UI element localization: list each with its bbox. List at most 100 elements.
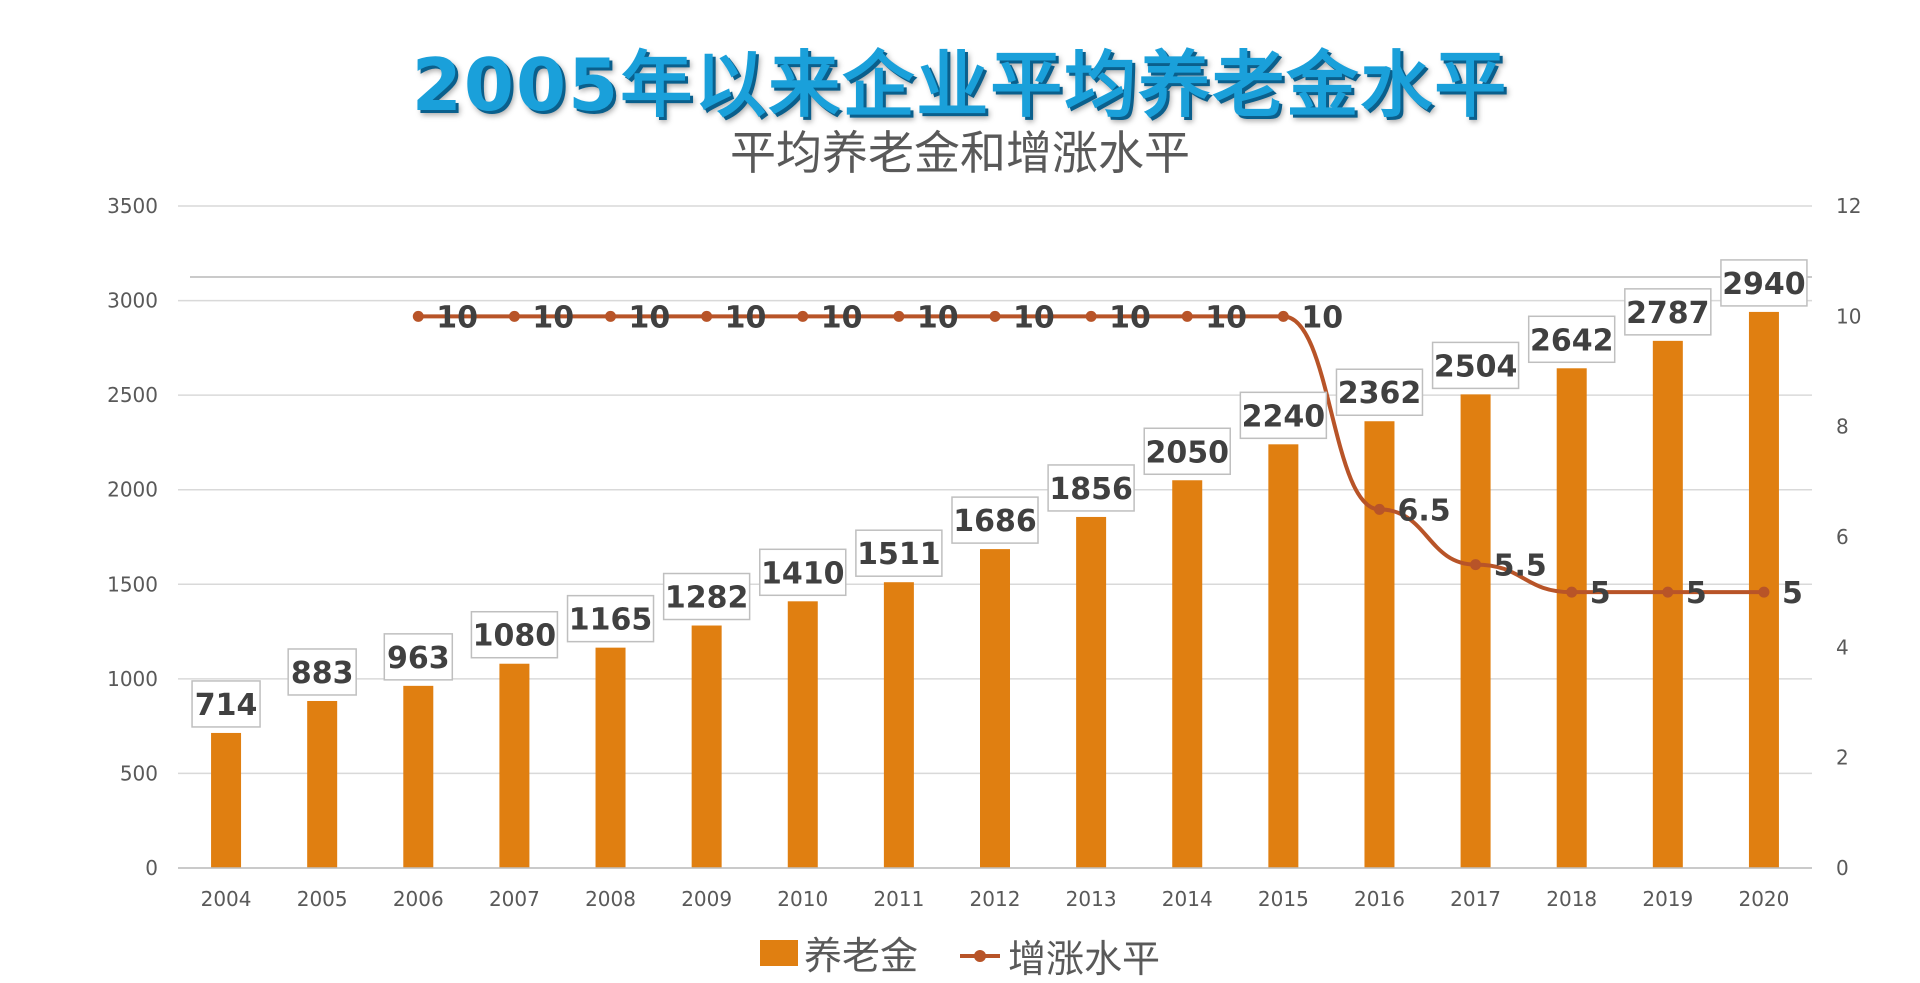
left-axis-tick-label: 3000: [107, 289, 158, 313]
line-point[interactable]: [605, 310, 617, 322]
right-axis-tick-label: 0: [1836, 856, 1849, 880]
line-point[interactable]: [508, 310, 520, 322]
x-axis-tick-label: 2013: [1066, 887, 1117, 911]
legend: 养老金 增涨水平: [0, 925, 1920, 983]
bar-value-label: 1856: [1049, 472, 1133, 507]
line-value-label: 10: [725, 300, 767, 335]
chart-subtitle: 平均养老金和增涨水平: [730, 126, 1190, 180]
right-axis-tick-label: 12: [1836, 194, 1861, 218]
x-axis-tick-label: 2006: [393, 887, 444, 911]
bar-value-label-box: [1047, 464, 1135, 512]
bar-value-label: 1282: [665, 581, 749, 616]
bar[interactable]: [595, 647, 626, 868]
line-value-label: 5: [1782, 576, 1803, 611]
left-axis-tick-label: 0: [145, 856, 158, 880]
line-point[interactable]: [1758, 586, 1770, 598]
line-point[interactable]: [1181, 310, 1193, 322]
left-axis-tick-label: 2500: [107, 383, 158, 407]
line-point[interactable]: [1085, 310, 1097, 322]
bar[interactable]: [883, 582, 914, 868]
x-axis-tick-label: 2016: [1354, 887, 1405, 911]
data-labels: 714 883 963 1080 1165 1282 1410 1511 1686 1856 205…: [191, 259, 1808, 728]
x-axis-tick-label: 2017: [1450, 887, 1501, 911]
legend-line-label: 增涨水平: [1008, 937, 1161, 981]
x-axis-tick-label: 2005: [297, 887, 348, 911]
bar-value-label-box: [662, 572, 751, 621]
bar-value-label-box: [1527, 315, 1616, 364]
bar-value-label-box: [1335, 368, 1424, 416]
bar[interactable]: [1364, 421, 1395, 868]
line-value-label: 10: [1013, 300, 1055, 335]
line-series: [412, 310, 1770, 598]
line-point[interactable]: [989, 310, 1001, 322]
legend-item-bar[interactable]: 养老金: [759, 925, 918, 980]
line-value-label: 10: [1301, 300, 1343, 335]
line-path: [418, 314, 1764, 595]
line-value-label: 10: [532, 300, 574, 335]
bar-value-label: 2050: [1145, 435, 1229, 470]
bar[interactable]: [403, 685, 434, 868]
bar-value-label: 2504: [1434, 349, 1518, 384]
bar[interactable]: [980, 549, 1010, 868]
bar-value-label: 2362: [1338, 376, 1422, 411]
bar[interactable]: [787, 601, 818, 868]
bar-value-label: 2642: [1530, 323, 1614, 358]
line-point[interactable]: [797, 310, 809, 322]
bar[interactable]: [499, 663, 530, 868]
line-value-label: 5: [1590, 576, 1611, 611]
bar-value-label: 1410: [761, 556, 845, 591]
left-axis-tick-label: 2000: [107, 478, 158, 502]
right-axis-tick-label: 2: [1836, 746, 1849, 770]
x-axis-tick-label: 2018: [1546, 887, 1597, 911]
line-value-label: 5: [1686, 576, 1707, 611]
axes: 0 500 1000 1500 2000 2500 3000 3500 0 2 4 6 8 10 12 200…: [107, 194, 1861, 911]
bar[interactable]: [1172, 480, 1203, 868]
line-point[interactable]: [1566, 586, 1578, 598]
bar-value-label-box: [951, 496, 1039, 544]
left-axis-tick-label: 3500: [107, 194, 158, 218]
right-axis-tick-label: 6: [1836, 525, 1849, 549]
bar-value-label: 1080: [473, 619, 557, 654]
left-axis-tick-label: 500: [120, 761, 158, 785]
bar[interactable]: [691, 625, 722, 868]
left-axis-tick-label: 1500: [107, 572, 158, 596]
bar-value-label: 883: [291, 656, 354, 691]
bar[interactable]: [211, 732, 242, 868]
line-point[interactable]: [412, 310, 424, 322]
line-point[interactable]: [1470, 559, 1482, 571]
chart-title: 2005年以来企业平均养老金水平: [411, 43, 1509, 127]
right-axis-tick-label: 4: [1836, 635, 1849, 659]
bar[interactable]: [1076, 516, 1107, 868]
line-point[interactable]: [893, 310, 905, 322]
legend-bar-label: 养老金: [803, 934, 918, 978]
x-axis-tick-label: 2004: [201, 887, 252, 911]
bar[interactable]: [1556, 368, 1587, 868]
bar-value-label: 1511: [857, 537, 941, 572]
bar-value-label-box: [1143, 427, 1231, 476]
bar-value-label: 1165: [569, 603, 653, 638]
line-value-label: 6.5: [1397, 493, 1450, 528]
bar[interactable]: [307, 700, 338, 868]
legend-item-line[interactable]: 增涨水平: [958, 928, 1160, 983]
line-point[interactable]: [1662, 586, 1674, 598]
line-point[interactable]: [701, 310, 713, 322]
line-value-label: 10: [629, 300, 671, 335]
x-axis-tick-label: 2019: [1642, 887, 1693, 911]
bar-value-label: 714: [195, 688, 258, 723]
x-axis-tick-label: 2020: [1738, 887, 1789, 911]
bar[interactable]: [1460, 394, 1491, 868]
x-axis-tick-label: 2007: [489, 887, 540, 911]
x-axis-tick-label: 2008: [585, 887, 636, 911]
line-point[interactable]: [1277, 310, 1289, 322]
bar-value-label-box: [1239, 391, 1328, 440]
x-axis-tick-label: 2014: [1162, 887, 1213, 911]
bar-value-label: 2940: [1722, 267, 1806, 302]
bar-value-label-box: [383, 633, 454, 681]
left-axis-tick-label: 1000: [107, 667, 158, 691]
right-axis-tick-label: 10: [1836, 304, 1861, 328]
x-axis-tick-label: 2011: [873, 887, 924, 911]
bar[interactable]: [1268, 444, 1299, 868]
bar[interactable]: [1652, 340, 1683, 868]
line-point[interactable]: [1373, 503, 1385, 515]
bar-value-label-box: [287, 648, 357, 696]
